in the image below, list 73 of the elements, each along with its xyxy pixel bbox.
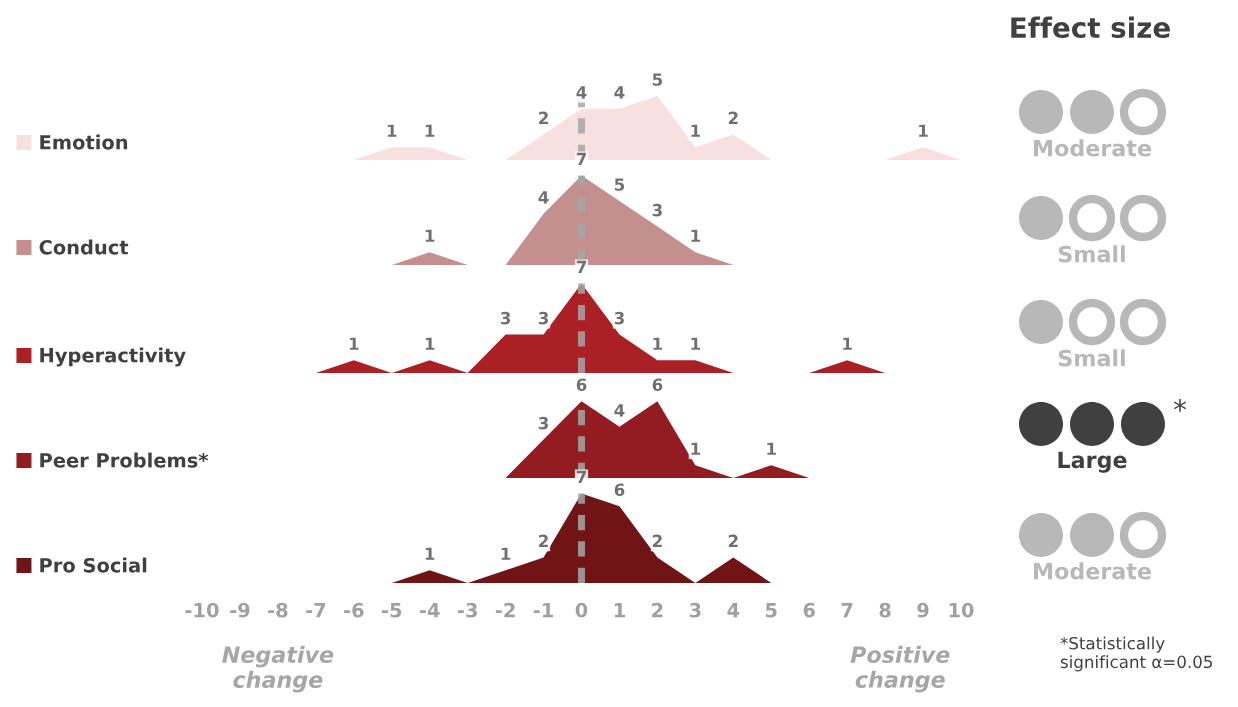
data-label: 7 (576, 152, 586, 165)
data-label: 1 (387, 124, 397, 137)
text: Negative change (222, 645, 334, 693)
data-label: 1 (691, 229, 700, 242)
data-label: 1 (919, 124, 928, 137)
data-label: 3 (614, 311, 624, 325)
x-tick-label: -6 (344, 602, 364, 618)
data-label: 1 (425, 229, 435, 242)
data-label: 3 (538, 416, 549, 430)
data-label: 1 (501, 547, 511, 560)
x-tick-label: 5 (765, 603, 777, 618)
x-tick-label: 6 (803, 602, 815, 618)
data-label: 2 (728, 534, 738, 547)
data-label: 4 (614, 404, 625, 417)
data-label: 6 (576, 378, 587, 392)
data-label: 3 (652, 203, 662, 217)
legend-label: Peer Problems* (40, 452, 209, 468)
x-tick-label: -4 (419, 603, 440, 618)
legend-label: Hyperactivity (40, 347, 186, 367)
x-tick-label: 9 (917, 602, 929, 618)
data-label: 2 (539, 534, 548, 547)
data-label: 7 (576, 470, 586, 483)
data-label: 7 (576, 260, 586, 273)
text: *Statistically significant α=0.05 (1060, 636, 1212, 672)
data-label: 1 (349, 337, 359, 350)
text: Moderate (1034, 562, 1151, 580)
x-tick-label: 1 (614, 603, 625, 618)
x-tick-label: 2 (652, 602, 663, 618)
x-tick-label: -9 (230, 602, 250, 618)
data-label: 1 (425, 124, 435, 137)
legend-label: Pro Social (40, 557, 147, 573)
x-tick-label: 3 (689, 602, 701, 618)
text: Effect size (1011, 16, 1170, 39)
x-tick-label: 4 (727, 603, 740, 618)
text: Large (1058, 451, 1127, 473)
x-tick-label: 10 (949, 602, 974, 618)
data-label: 4 (614, 86, 625, 99)
x-tick-label: -2 (495, 602, 515, 618)
data-label: 2 (728, 111, 738, 124)
data-label: 1 (425, 337, 435, 350)
data-label: 1 (425, 547, 435, 560)
data-label: 3 (538, 311, 549, 325)
data-label: 1 (691, 124, 700, 137)
data-label: 6 (614, 483, 625, 497)
text: Moderate (1034, 139, 1151, 157)
data-label: 5 (614, 178, 625, 191)
legend-label: Conduct (39, 239, 129, 255)
data-label: 4 (576, 86, 587, 99)
x-tick-label: 7 (841, 603, 853, 618)
x-tick-label: 0 (575, 602, 588, 618)
x-tick-label: -5 (382, 603, 402, 618)
x-tick-label: -7 (306, 603, 326, 618)
text: Small (1058, 349, 1125, 367)
data-label: 1 (843, 337, 852, 350)
data-label: 1 (691, 442, 700, 455)
x-tick-label: -8 (268, 602, 288, 618)
text: Positive change (850, 645, 950, 693)
x-tick-label: 8 (879, 602, 891, 618)
data-label: 6 (652, 378, 663, 392)
x-tick-label: -1 (533, 603, 554, 618)
data-label: 4 (538, 191, 549, 204)
text: Small (1058, 245, 1125, 263)
text: * (1173, 399, 1187, 412)
data-label: 2 (539, 111, 548, 124)
x-tick-label: -3 (457, 602, 477, 618)
data-label: 3 (500, 311, 511, 325)
data-label: 2 (652, 534, 662, 547)
data-label: 5 (652, 73, 663, 86)
x-tick-label: -10 (185, 602, 219, 618)
data-label: 1 (691, 337, 700, 350)
data-label: 1 (653, 337, 663, 350)
legend-label: Emotion (40, 134, 128, 150)
data-label: 1 (767, 442, 776, 455)
